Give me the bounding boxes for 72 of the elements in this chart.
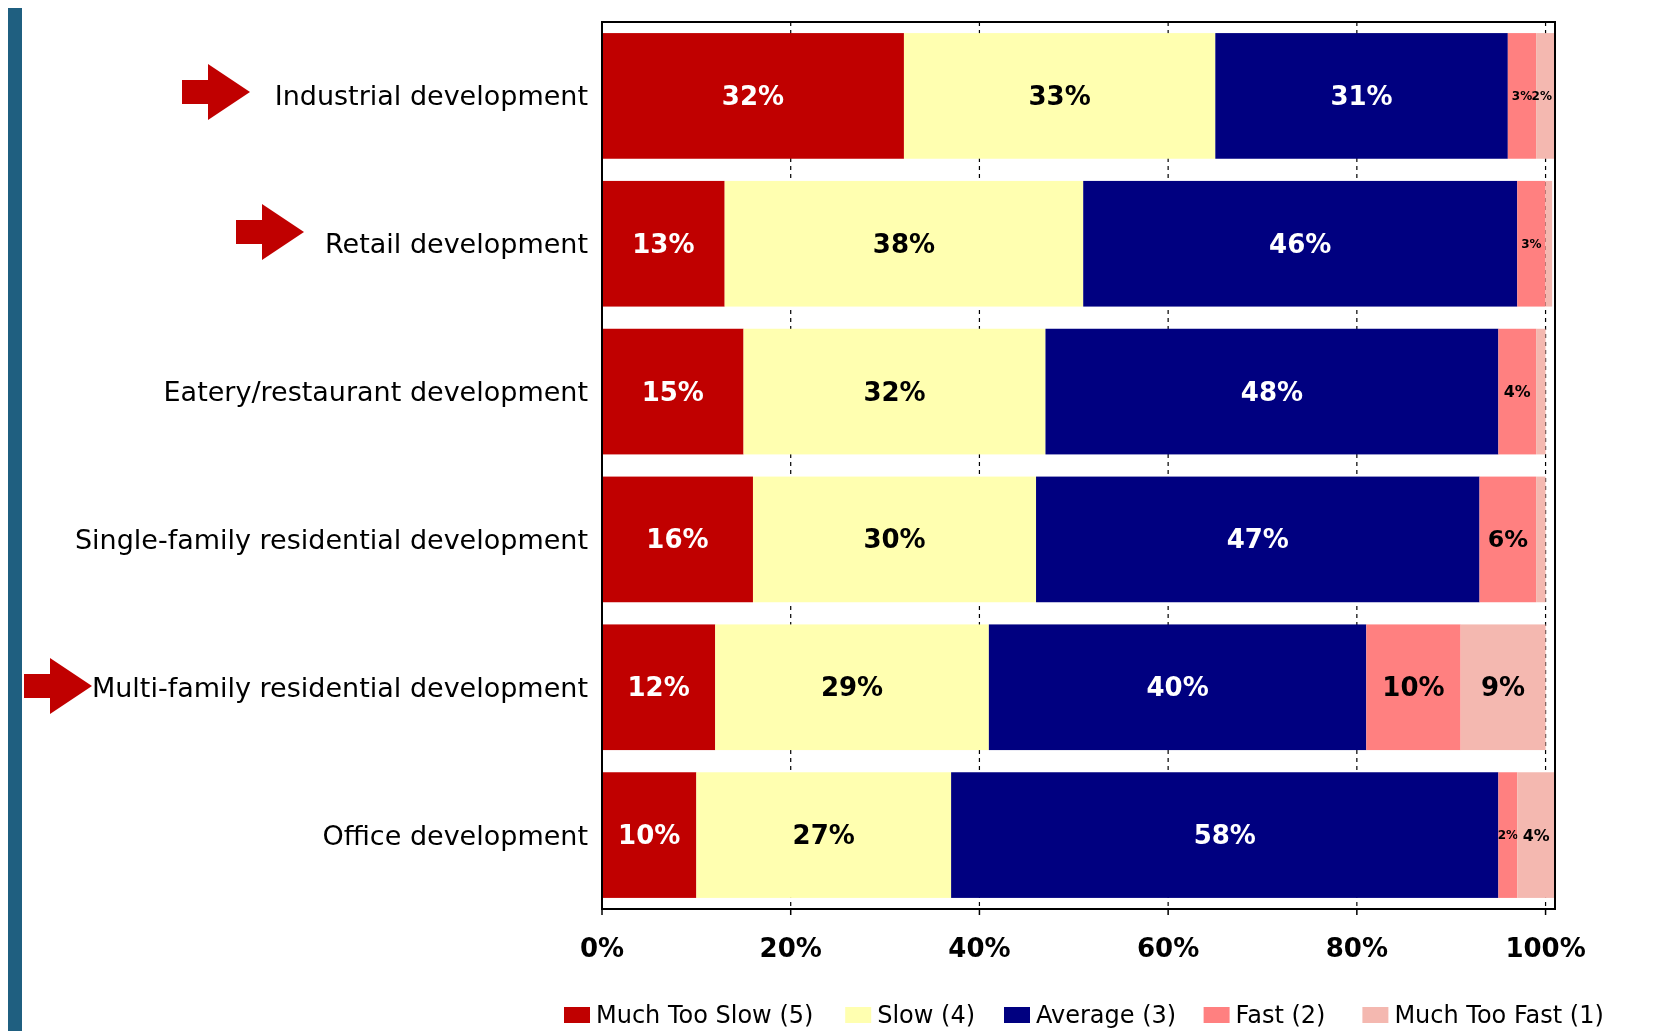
data-label: 15%: [641, 376, 704, 407]
legend-label: Much Too Fast (1): [1394, 1001, 1604, 1029]
x-tick-label: 60%: [1137, 933, 1200, 963]
y-tick-label: Multi-family residential development: [91, 671, 588, 703]
y-tick-label: Office development: [322, 819, 588, 851]
data-label: 3%: [1521, 236, 1542, 251]
bar: [1460, 624, 1546, 751]
data-label: 4%: [1503, 382, 1531, 402]
bar: [1536, 476, 1546, 603]
bar: [1517, 180, 1546, 307]
data-label: 48%: [1240, 376, 1304, 407]
bar: [602, 180, 725, 307]
bar: [1545, 180, 1553, 307]
bar: [602, 328, 744, 455]
bar: [743, 328, 1046, 455]
data-label: 27%: [792, 820, 855, 851]
bar: [1215, 33, 1508, 159]
bar: [1498, 772, 1518, 898]
data-label: 9%: [1481, 672, 1526, 703]
bar: [951, 772, 1499, 898]
bar: [1536, 328, 1546, 455]
data-label: 13%: [632, 228, 695, 259]
data-label: 16%: [646, 524, 709, 555]
data-label: 12%: [627, 672, 690, 703]
x-tick-label: 20%: [759, 933, 822, 963]
y-tick-label: Industrial development: [274, 80, 588, 112]
x-tick-label: 0%: [579, 933, 625, 963]
data-label: 2%: [1531, 88, 1552, 103]
data-label: 10%: [1382, 672, 1445, 703]
bar: [988, 624, 1367, 751]
data-label: 30%: [863, 524, 926, 555]
bar: [602, 33, 904, 159]
data-label: 6%: [1487, 525, 1529, 554]
data-label: 29%: [820, 672, 884, 703]
legend-label: Fast (2): [1235, 1001, 1326, 1029]
data-label: 10%: [618, 820, 681, 851]
bar: [602, 772, 697, 898]
data-label: 32%: [863, 376, 926, 407]
bar: [752, 476, 1037, 603]
bar: [696, 772, 952, 898]
data-label: 4%: [1522, 825, 1550, 845]
data-label: 32%: [721, 80, 785, 111]
bar: [903, 33, 1216, 159]
legend-label: Slow (4): [877, 1001, 976, 1029]
data-label: 46%: [1269, 228, 1332, 259]
x-tick-label: 100%: [1505, 933, 1586, 963]
x-tick-label: 80%: [1325, 933, 1388, 963]
bar: [1479, 476, 1537, 603]
x-tick-label: 40%: [948, 933, 1011, 963]
legend-label: Much Too Slow (5): [596, 1001, 814, 1029]
data-label: 31%: [1330, 80, 1393, 111]
legend-label: Average (3): [1036, 1001, 1177, 1029]
bar: [1517, 772, 1555, 898]
bar: [602, 476, 753, 603]
data-label: 3%: [1511, 88, 1533, 103]
bar: [1366, 624, 1461, 751]
data-label: 2%: [1497, 828, 1519, 843]
bar: [1083, 180, 1518, 307]
bar: [724, 180, 1084, 307]
bar: [1045, 328, 1499, 455]
data-label: 33%: [1028, 80, 1091, 111]
data-label: 38%: [872, 228, 936, 259]
bar: [715, 624, 989, 751]
bar: [602, 624, 716, 751]
bar: [1498, 328, 1537, 455]
y-tick-label: Eatery/restaurant development: [163, 376, 588, 408]
y-tick-label: Single-family residential development: [74, 523, 588, 555]
y-tick-label: Retail development: [325, 228, 588, 260]
data-label: 40%: [1146, 672, 1209, 703]
data-label: 58%: [1193, 820, 1256, 851]
bar: [1036, 476, 1480, 603]
data-label: 47%: [1226, 524, 1289, 555]
